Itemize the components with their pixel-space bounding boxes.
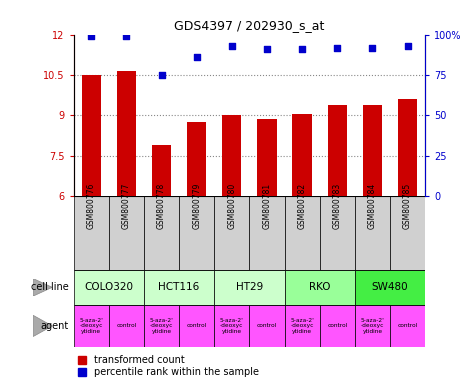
- FancyBboxPatch shape: [355, 196, 390, 270]
- FancyBboxPatch shape: [390, 196, 425, 270]
- Text: GSM800785: GSM800785: [403, 183, 412, 229]
- Point: [404, 43, 411, 49]
- Point: [333, 45, 341, 51]
- Point: [123, 33, 130, 39]
- Bar: [152, 145, 171, 196]
- FancyBboxPatch shape: [285, 305, 320, 347]
- FancyBboxPatch shape: [109, 196, 144, 270]
- FancyBboxPatch shape: [320, 196, 355, 270]
- Legend: transformed count, percentile rank within the sample: transformed count, percentile rank withi…: [78, 355, 259, 377]
- Title: GDS4397 / 202930_s_at: GDS4397 / 202930_s_at: [174, 19, 324, 32]
- FancyBboxPatch shape: [179, 305, 214, 347]
- Text: agent: agent: [41, 321, 69, 331]
- FancyBboxPatch shape: [144, 270, 214, 305]
- FancyBboxPatch shape: [74, 305, 109, 347]
- Text: GSM800776: GSM800776: [87, 183, 95, 229]
- FancyBboxPatch shape: [355, 305, 390, 347]
- FancyBboxPatch shape: [390, 305, 425, 347]
- FancyBboxPatch shape: [249, 196, 285, 270]
- Text: control: control: [327, 323, 347, 328]
- Polygon shape: [33, 315, 52, 336]
- Bar: [82, 75, 101, 196]
- Text: GSM800781: GSM800781: [263, 183, 271, 229]
- Bar: [222, 116, 241, 196]
- Point: [263, 46, 271, 52]
- Bar: [398, 99, 417, 196]
- Point: [158, 72, 165, 78]
- FancyBboxPatch shape: [285, 196, 320, 270]
- FancyBboxPatch shape: [320, 305, 355, 347]
- Point: [228, 43, 236, 49]
- Text: SW480: SW480: [371, 282, 408, 292]
- Point: [193, 54, 200, 60]
- Text: GSM800778: GSM800778: [157, 183, 166, 229]
- Text: RKO: RKO: [309, 282, 331, 292]
- Bar: [363, 105, 382, 196]
- FancyBboxPatch shape: [249, 305, 285, 347]
- Bar: [187, 122, 206, 196]
- FancyBboxPatch shape: [109, 305, 144, 347]
- Text: COLO320: COLO320: [84, 282, 133, 292]
- Text: GSM800780: GSM800780: [228, 183, 236, 229]
- Text: control: control: [257, 323, 277, 328]
- Text: control: control: [116, 323, 136, 328]
- Polygon shape: [33, 279, 52, 296]
- Text: control: control: [398, 323, 418, 328]
- Text: 5-aza-2'
-deoxyc
ytidine: 5-aza-2' -deoxyc ytidine: [361, 318, 384, 334]
- FancyBboxPatch shape: [214, 196, 249, 270]
- FancyBboxPatch shape: [74, 196, 109, 270]
- Text: HT29: HT29: [236, 282, 263, 292]
- FancyBboxPatch shape: [144, 305, 179, 347]
- Bar: [117, 71, 136, 196]
- Point: [369, 45, 376, 51]
- Point: [298, 46, 306, 52]
- Text: 5-aza-2'
-deoxyc
ytidine: 5-aza-2' -deoxyc ytidine: [79, 318, 103, 334]
- Text: 5-aza-2'
-deoxyc
ytidine: 5-aza-2' -deoxyc ytidine: [290, 318, 314, 334]
- Bar: [328, 105, 347, 196]
- FancyBboxPatch shape: [179, 196, 214, 270]
- Text: control: control: [187, 323, 207, 328]
- Text: 5-aza-2'
-deoxyc
ytidine: 5-aza-2' -deoxyc ytidine: [220, 318, 244, 334]
- Bar: [293, 114, 312, 196]
- FancyBboxPatch shape: [285, 270, 355, 305]
- Text: GSM800777: GSM800777: [122, 183, 131, 229]
- Text: GSM800782: GSM800782: [298, 183, 306, 229]
- Bar: [257, 119, 276, 196]
- Point: [87, 33, 95, 39]
- Text: GSM800779: GSM800779: [192, 183, 201, 229]
- Text: 5-aza-2'
-deoxyc
ytidine: 5-aza-2' -deoxyc ytidine: [150, 318, 173, 334]
- FancyBboxPatch shape: [214, 305, 249, 347]
- Text: GSM800783: GSM800783: [333, 183, 342, 229]
- Text: GSM800784: GSM800784: [368, 183, 377, 229]
- FancyBboxPatch shape: [74, 270, 144, 305]
- FancyBboxPatch shape: [355, 270, 425, 305]
- FancyBboxPatch shape: [144, 196, 179, 270]
- Text: cell line: cell line: [31, 282, 69, 292]
- FancyBboxPatch shape: [214, 270, 285, 305]
- Text: HCT116: HCT116: [159, 282, 200, 292]
